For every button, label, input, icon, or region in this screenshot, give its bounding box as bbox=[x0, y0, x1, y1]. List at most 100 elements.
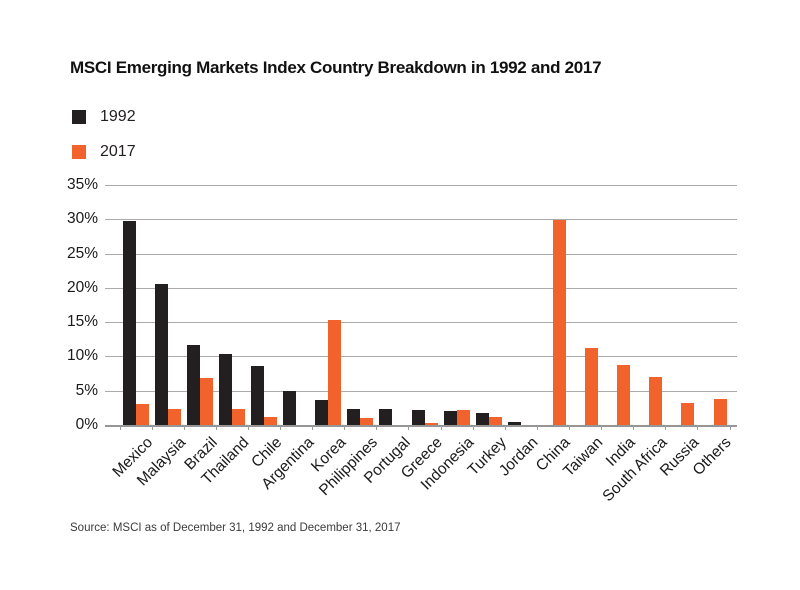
x-label-anchor: Argentina bbox=[258, 434, 317, 493]
bar-group-korea bbox=[312, 185, 344, 425]
y-axis-tick-label: 10% bbox=[66, 347, 98, 365]
bar-group-mexico bbox=[120, 185, 152, 425]
x-axis-tick bbox=[601, 425, 603, 430]
bar-2017-chile bbox=[263, 416, 277, 425]
x-axis-line bbox=[105, 425, 737, 427]
bar-2017-indonesia bbox=[456, 409, 470, 425]
bar-group-philippines bbox=[344, 185, 376, 425]
x-axis-tick bbox=[344, 425, 346, 430]
bar-group-thailand bbox=[216, 185, 248, 425]
bar-1992-portugal bbox=[379, 409, 393, 425]
x-axis-tick bbox=[504, 425, 506, 430]
bar-group-portugal bbox=[376, 185, 408, 425]
bar-1992-korea bbox=[315, 400, 329, 425]
x-axis-tick bbox=[440, 425, 442, 430]
bar-2017-russia bbox=[681, 403, 695, 425]
x-label-anchor: Mexico bbox=[110, 434, 157, 481]
x-label-anchor: Jordan bbox=[496, 434, 542, 480]
x-axis-tick bbox=[183, 425, 185, 430]
x-label-anchor: Thailand bbox=[199, 434, 253, 488]
bar-2017-philippines bbox=[360, 418, 374, 425]
x-label-anchor: South Africa bbox=[599, 434, 670, 505]
x-axis-tick bbox=[697, 425, 699, 430]
bar-group-argentina bbox=[280, 185, 312, 425]
x-axis-tick bbox=[215, 425, 217, 430]
x-label-anchor: Chile bbox=[248, 434, 285, 471]
x-label-anchor: Portugal bbox=[361, 434, 414, 487]
bar-1992-indonesia bbox=[443, 411, 457, 425]
x-axis-tick bbox=[408, 425, 410, 430]
plot-area: 35% 30% 25% 20% 15% 10% 5% 0% Mexico Malaysia Braz… bbox=[67, 177, 737, 505]
x-label-anchor: Taiwan bbox=[560, 434, 606, 480]
x-axis-tick bbox=[312, 425, 314, 430]
bar-group-china bbox=[537, 185, 569, 425]
bar-2017-mexico bbox=[135, 404, 149, 425]
legend-item-2017: 2017 bbox=[72, 142, 136, 162]
bar-group-greece bbox=[408, 185, 440, 425]
bar-group-brazil bbox=[184, 185, 216, 425]
x-axis-tick bbox=[536, 425, 538, 430]
bar-group-malaysia bbox=[152, 185, 184, 425]
bar-2017-thailand bbox=[231, 409, 245, 425]
bar-group-russia bbox=[665, 185, 697, 425]
y-gridline bbox=[105, 253, 737, 255]
x-label-anchor: Philippines bbox=[316, 434, 381, 499]
bar-2017-taiwan bbox=[585, 348, 599, 425]
bar-2017-turkey bbox=[488, 417, 502, 425]
y-gridline bbox=[105, 219, 737, 221]
legend-item-1992: 1992 bbox=[72, 107, 136, 127]
bar-1992-jordan bbox=[507, 422, 521, 425]
y-axis-tick-label: 20% bbox=[66, 278, 98, 296]
y-axis-tick-label: 35% bbox=[66, 176, 98, 193]
bar-1992-philippines bbox=[347, 409, 361, 425]
bar-group-jordan bbox=[505, 185, 537, 425]
bar-group-turkey bbox=[473, 185, 505, 425]
legend: 1992 2017 bbox=[72, 107, 136, 162]
y-gridline bbox=[105, 185, 737, 186]
bar-group-india bbox=[601, 185, 633, 425]
bar-2017-brazil bbox=[199, 378, 213, 425]
y-gridline bbox=[105, 356, 737, 358]
x-label-anchor: Greece bbox=[398, 434, 446, 482]
y-axis-tick-label: 5% bbox=[75, 381, 98, 399]
y-gridline bbox=[105, 322, 737, 324]
x-axis-tick bbox=[568, 425, 570, 430]
bar-group-indonesia bbox=[441, 185, 473, 425]
x-label-anchor: India bbox=[602, 434, 638, 470]
legend-label-1992: 1992 bbox=[100, 108, 136, 125]
bar-2017-south-africa bbox=[649, 377, 663, 425]
bar-2017-others bbox=[713, 398, 727, 425]
x-axis-tick bbox=[247, 425, 249, 430]
x-axis-tick bbox=[119, 425, 121, 430]
x-label-anchor: Brazil bbox=[181, 434, 220, 473]
bar-1992-mexico bbox=[122, 220, 136, 425]
bar-2017-india bbox=[617, 364, 631, 425]
y-axis-tick-label: 25% bbox=[66, 244, 98, 262]
bar-1992-brazil bbox=[186, 344, 200, 425]
source-note: Source: MSCI as of December 31, 1992 and… bbox=[70, 522, 401, 534]
y-axis-tick-label: 30% bbox=[66, 210, 98, 228]
x-axis-tick bbox=[729, 425, 731, 430]
x-axis-tick bbox=[151, 425, 153, 430]
x-axis-tick bbox=[633, 425, 635, 430]
bar-region bbox=[120, 185, 730, 425]
bar-2017-malaysia bbox=[167, 408, 181, 425]
legend-swatch-1992-icon bbox=[72, 110, 86, 124]
y-gridline bbox=[105, 390, 737, 392]
x-axis-tick bbox=[665, 425, 667, 430]
bar-1992-argentina bbox=[283, 391, 297, 425]
y-gridline bbox=[105, 287, 737, 289]
x-axis-tick bbox=[280, 425, 282, 430]
y-axis-tick-label: 0% bbox=[75, 416, 98, 433]
x-label-anchor: Malaysia bbox=[133, 434, 188, 489]
x-label-anchor: Korea bbox=[308, 434, 349, 475]
bar-group-others bbox=[697, 185, 729, 425]
bar-group-south-africa bbox=[633, 185, 665, 425]
bar-2017-china bbox=[552, 219, 566, 425]
legend-swatch-2017-icon bbox=[72, 145, 86, 159]
x-label-anchor: Turkey bbox=[465, 434, 510, 479]
x-label-anchor: Russia bbox=[657, 434, 703, 480]
legend-label-2017: 2017 bbox=[100, 143, 136, 160]
bar-2017-greece bbox=[424, 422, 438, 425]
